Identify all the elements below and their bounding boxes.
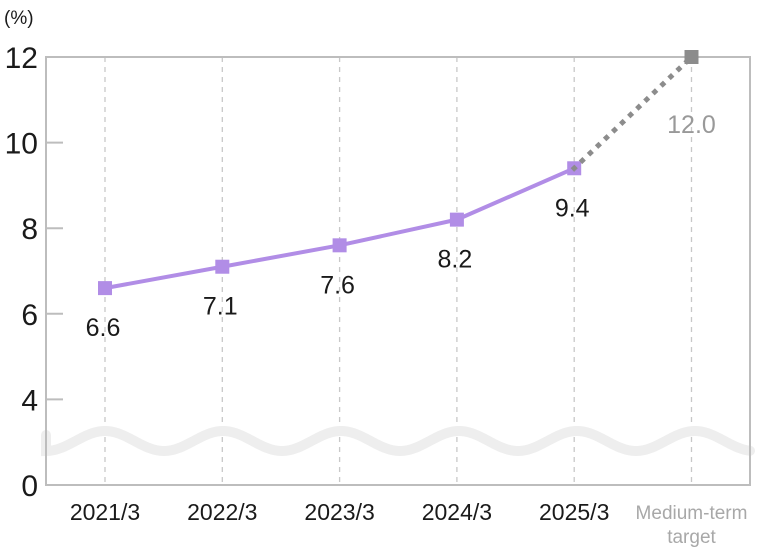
y-tick-label: 0	[21, 470, 38, 503]
x-label-medium-term-target: target	[667, 527, 716, 548]
data-labels: 6.6 7.1 7.6 8.2 9.4 12.0	[86, 111, 716, 342]
y-tick-label: 8	[21, 213, 38, 246]
data-marker	[332, 238, 347, 253]
data-value-label: 7.6	[320, 271, 355, 299]
data-marker	[215, 259, 230, 274]
y-tick-label: 12	[5, 42, 38, 75]
y-unit-label: (%)	[4, 8, 34, 29]
x-label: 2021/3	[70, 499, 140, 525]
x-label: 2023/3	[304, 499, 374, 525]
x-label-medium-term-target: Medium-term	[636, 503, 748, 524]
x-label: 2022/3	[187, 499, 257, 525]
data-value-label: 6.6	[86, 314, 121, 342]
target-marker	[684, 50, 699, 64]
data-value-label: 7.1	[203, 293, 238, 321]
y-axis-ticks: 0 4 6 8 10 12	[5, 42, 63, 503]
y-tick-label: 10	[5, 128, 38, 161]
axis-break-wave	[41, 426, 755, 457]
x-label: 2024/3	[422, 499, 492, 525]
axes	[45, 56, 751, 486]
x-axis-labels: 2021/3 2022/3 2023/3 2024/3 2025/3 Medium-ter…	[70, 499, 748, 548]
plot-frame	[45, 56, 751, 486]
target-value-label: 12.0	[667, 111, 716, 139]
data-marker	[98, 281, 112, 296]
y-tick-label: 6	[21, 299, 38, 332]
break-wave	[41, 426, 755, 457]
data-series	[98, 50, 699, 296]
data-value-label: 8.2	[438, 246, 473, 274]
data-value-label: 9.4	[555, 194, 590, 222]
x-label: 2025/3	[539, 499, 609, 525]
y-tick-label: 4	[21, 384, 38, 417]
data-marker	[449, 212, 464, 227]
target-line	[570, 53, 696, 172]
